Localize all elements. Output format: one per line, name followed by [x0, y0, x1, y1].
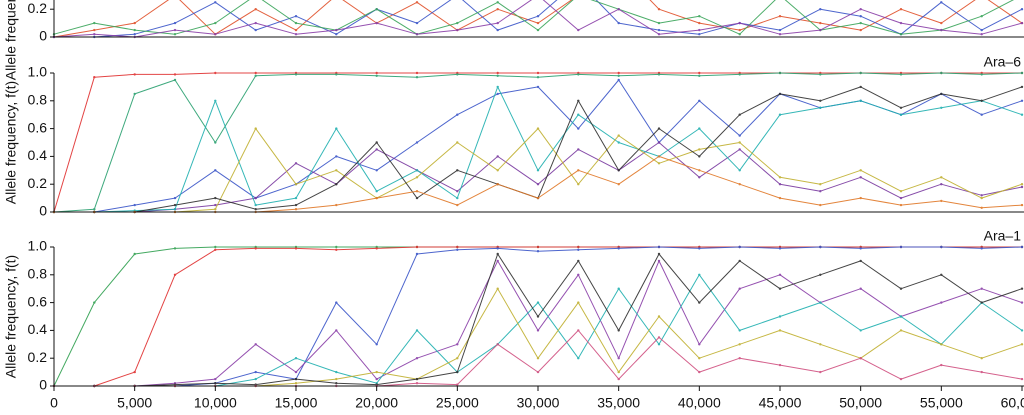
- y-tick-label: 1.0: [28, 64, 48, 80]
- series-line: [52, 0, 1024, 39]
- y-tick-label: 0.6: [28, 293, 48, 309]
- x-tick-label: 60,000: [1001, 395, 1024, 411]
- panel: 0 0.2 0.4 0.6 0.8 1.0 Allele frequency, f(t) Ar…: [3, 54, 1024, 219]
- series-group: [52, 245, 1024, 388]
- y-axis-label: Allele frequency, f(t): [3, 255, 19, 378]
- x-tick-label: 55,000: [920, 395, 963, 411]
- panel: 0 0.2 0.4 0.6 0.8 1.0 0 5,000 10,000 15,000 20,000…: [3, 228, 1024, 411]
- series-line: [52, 78, 1024, 214]
- title-box: [970, 228, 1024, 245]
- panel: 0 0.2 Allele frequency, f(t): [3, 0, 1024, 80]
- y-tick-label: 0: [39, 28, 47, 44]
- y-tick-label: 0.2: [28, 0, 48, 16]
- y-tick-label: 0: [39, 203, 47, 219]
- series-line: [52, 71, 1024, 214]
- series-group: [52, 71, 1024, 214]
- y-tick-label: 0: [39, 377, 47, 393]
- y-tick-label: 0.4: [28, 147, 48, 163]
- x-tick-label: 5,000: [117, 395, 152, 411]
- series-group: [52, 0, 1024, 39]
- y-tick-label: 0.2: [28, 175, 48, 191]
- y-axis-label: Allele frequency, f(t): [3, 0, 19, 80]
- y-tick-label: 0.8: [28, 92, 48, 108]
- y-tick-label: 1.0: [28, 238, 48, 254]
- title-box: [970, 54, 1024, 71]
- x-tick-label: 35,000: [597, 395, 640, 411]
- x-tick-label: 50,000: [839, 395, 882, 411]
- series-line: [52, 85, 1024, 214]
- x-tick-label: 30,000: [517, 395, 560, 411]
- x-tick-label: 20,000: [355, 395, 398, 411]
- y-tick-label: 0.6: [28, 119, 48, 135]
- series-line: [52, 0, 1024, 39]
- x-tick-label: 40,000: [678, 395, 721, 411]
- series-line: [52, 259, 1024, 388]
- y-tick-label: 0.2: [28, 349, 48, 365]
- x-tick-label: 10,000: [194, 395, 237, 411]
- y-tick-label: 0.8: [28, 266, 48, 282]
- series-line: [52, 141, 1024, 214]
- y-tick-label: 0.4: [28, 321, 48, 337]
- x-tick-label: 0: [50, 395, 58, 411]
- series-line: [52, 0, 1024, 36]
- panel-title: Ara–6: [984, 54, 1022, 70]
- y-axis-label: Allele frequency, f(t): [3, 81, 19, 204]
- panel-title: Ara–1: [984, 228, 1022, 244]
- x-tick-label: 15,000: [275, 395, 318, 411]
- series-line: [52, 71, 1024, 214]
- x-tick-label: 25,000: [436, 395, 479, 411]
- x-tick-label: 45,000: [759, 395, 802, 411]
- series-line: [52, 85, 1024, 214]
